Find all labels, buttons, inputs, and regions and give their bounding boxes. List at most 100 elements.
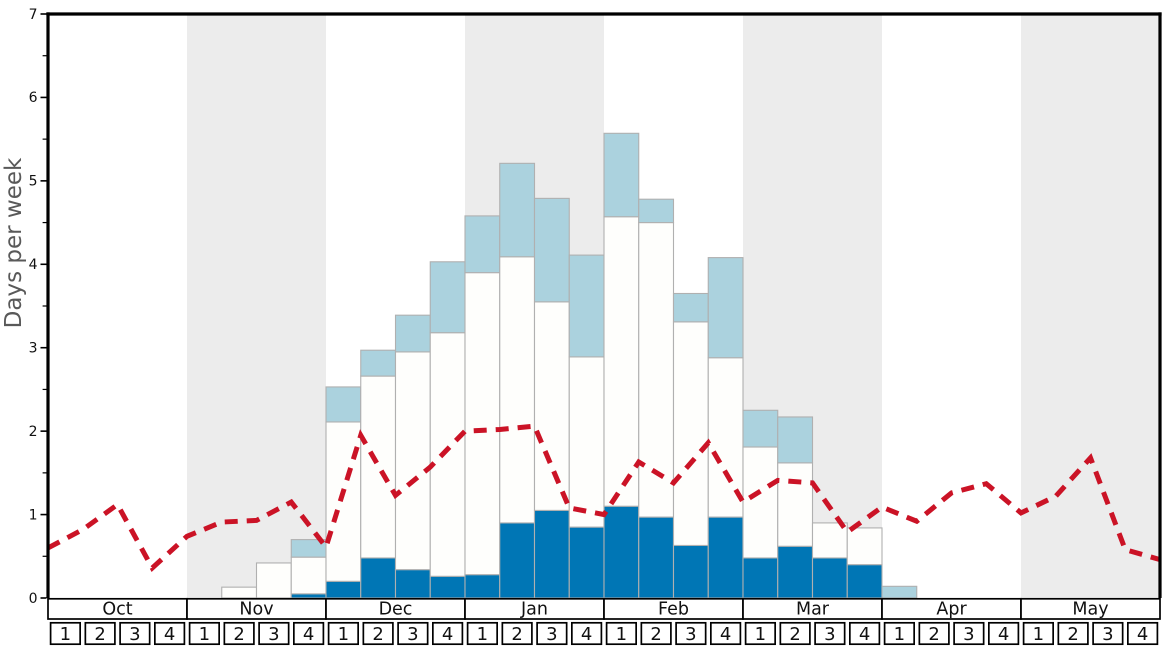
x-axis-table-group: Oct 1 2 3 4 Nov 1 2 3 4 Dec 1 2 3 4 Jan 1 2 3 4 Feb 1 2 3 4 Mar 1 2… — [47, 597, 1161, 646]
bars-group — [221, 132, 918, 599]
week-label: 2 — [928, 624, 939, 645]
bar-segment-light-blue-top-segment — [638, 198, 675, 224]
month-label: Mar — [796, 600, 830, 620]
bar-segment-white-middle-segment — [811, 522, 848, 559]
week-label: 2 — [1067, 624, 1078, 645]
week-cell — [1022, 621, 1054, 646]
bar-segment-light-blue-top-segment — [533, 197, 570, 303]
bar-segment-dark-blue-bottom-segment — [638, 516, 675, 599]
bar-segment-dark-blue-bottom-segment — [360, 557, 397, 599]
bar-segment-white-middle-segment — [777, 462, 814, 547]
week-label: 4 — [859, 624, 870, 645]
week-label: 1 — [60, 624, 71, 645]
bar-segment-white-middle-segment — [429, 332, 466, 577]
month-band-nov — [187, 14, 326, 598]
bar-segment-dark-blue-bottom-segment — [429, 575, 466, 599]
bar-segment-light-blue-top-segment — [603, 132, 640, 218]
week-label: 1 — [755, 624, 766, 645]
week-label: 3 — [963, 624, 974, 645]
bar-segment-white-middle-segment — [603, 216, 640, 507]
bar-segment-dark-blue-bottom-segment — [707, 516, 744, 599]
bar-segment-light-blue-top-segment — [499, 162, 536, 258]
week-cell — [987, 621, 1020, 646]
week-cell — [570, 621, 603, 646]
week-cell — [293, 621, 325, 646]
month-cell — [1020, 597, 1161, 620]
week-label: 4 — [998, 624, 1009, 645]
trend-line-group — [46, 423, 1161, 572]
bar-segment-white-middle-segment — [846, 527, 883, 566]
bar-segment-white-middle-segment — [533, 301, 570, 511]
month-label: Nov — [239, 600, 273, 620]
week-cell — [1092, 621, 1124, 646]
week-cell — [779, 621, 811, 646]
bar-segment-light-blue-top-segment — [707, 257, 744, 359]
month-label: Apr — [936, 600, 967, 620]
bar-segment-light-blue-top-segment — [360, 349, 397, 377]
bar-segment-light-blue-top-segment — [325, 386, 362, 423]
y-tick-label: 0 — [29, 591, 38, 607]
bar-segment-white-middle-segment — [255, 562, 292, 599]
week-cell — [848, 621, 881, 646]
week-label: 4 — [442, 624, 453, 645]
bar-segment-dark-blue-bottom-segment — [499, 522, 536, 599]
week-label: 2 — [94, 624, 105, 645]
week-cell — [605, 621, 637, 646]
week-label: 4 — [581, 624, 592, 645]
bar-segment-dark-blue-bottom-segment — [533, 509, 570, 599]
week-label: 1 — [338, 624, 349, 645]
week-label: 1 — [1033, 624, 1044, 645]
week-cell — [119, 621, 151, 646]
week-cell — [154, 621, 186, 646]
week-label: 2 — [789, 624, 800, 645]
bar-segment-dark-blue-bottom-segment — [846, 564, 883, 599]
bar-segment-dark-blue-bottom-segment — [464, 574, 501, 599]
week-label: 2 — [372, 624, 383, 645]
bar-segment-light-blue-top-segment — [742, 409, 779, 448]
month-label: Dec — [379, 600, 413, 620]
month-label: Oct — [102, 600, 132, 620]
axes-group: 0 1 2 3 4 5 6 7 — [29, 7, 1162, 607]
week-cell — [709, 621, 742, 646]
bar-segment-light-blue-top-segment — [464, 215, 501, 274]
month-label: Jan — [520, 600, 548, 620]
week-cell — [675, 621, 707, 646]
week-cell — [432, 621, 464, 646]
y-tick-label: 6 — [29, 90, 38, 106]
week-cell — [1126, 621, 1159, 646]
week-cell — [883, 621, 915, 646]
bar-segment-dark-blue-bottom-segment — [811, 557, 848, 599]
week-cell — [536, 621, 568, 646]
week-cell — [397, 621, 429, 646]
week-label: 1 — [199, 624, 210, 645]
bar-segment-light-blue-top-segment — [568, 254, 605, 358]
y-tick-label: 5 — [29, 174, 38, 190]
week-label: 3 — [1102, 624, 1113, 645]
week-cell — [814, 621, 846, 646]
week-label: 3 — [546, 624, 557, 645]
bar-segment-dark-blue-bottom-segment — [325, 580, 362, 599]
week-cell — [49, 621, 81, 646]
month-band-may — [1021, 14, 1160, 598]
week-cell — [84, 621, 116, 646]
y-tick-label: 4 — [29, 257, 38, 273]
bar-segment-white-middle-segment — [672, 321, 709, 546]
week-cell — [918, 621, 950, 646]
week-cell — [744, 621, 776, 646]
bar-segment-white-middle-segment — [568, 356, 605, 528]
trend-line — [46, 423, 1161, 572]
bar-segment-light-blue-top-segment — [881, 585, 918, 599]
week-label: 3 — [268, 624, 279, 645]
bar-segment-white-middle-segment — [499, 256, 536, 524]
month-label: Feb — [658, 600, 689, 620]
week-cell — [188, 621, 221, 646]
y-axis-label: Days per week — [1, 157, 27, 328]
week-label: 3 — [685, 624, 696, 645]
week-cell — [1057, 621, 1089, 646]
y-tick-label: 3 — [29, 341, 38, 357]
week-label: 3 — [824, 624, 835, 645]
month-label: May — [1072, 600, 1108, 620]
week-cell — [258, 621, 290, 646]
